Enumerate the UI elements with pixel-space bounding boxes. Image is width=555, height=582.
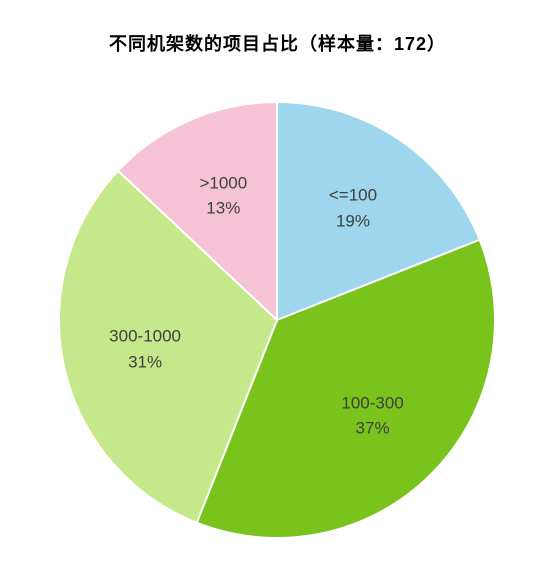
slice-percent: 19% — [329, 208, 377, 234]
slice-category: >1000 — [199, 170, 247, 196]
slice-percent: 31% — [109, 349, 181, 375]
slice-label: 100-30037% — [341, 390, 403, 441]
slice-label: <=10019% — [329, 183, 377, 234]
slice-percent: 13% — [199, 196, 247, 222]
chart-title: 不同机架数的项目占比（样本量：172） — [0, 30, 555, 56]
slice-category: 100-300 — [341, 390, 403, 416]
slice-category: 300-1000 — [109, 324, 181, 350]
pie-chart: <=10019% 100-30037% 300-100031% >100013% — [59, 102, 495, 538]
slice-category: <=100 — [329, 183, 377, 209]
pie-svg — [59, 102, 495, 538]
slice-percent: 37% — [341, 416, 403, 442]
slice-label: >100013% — [199, 170, 247, 221]
slice-label: 300-100031% — [109, 324, 181, 375]
